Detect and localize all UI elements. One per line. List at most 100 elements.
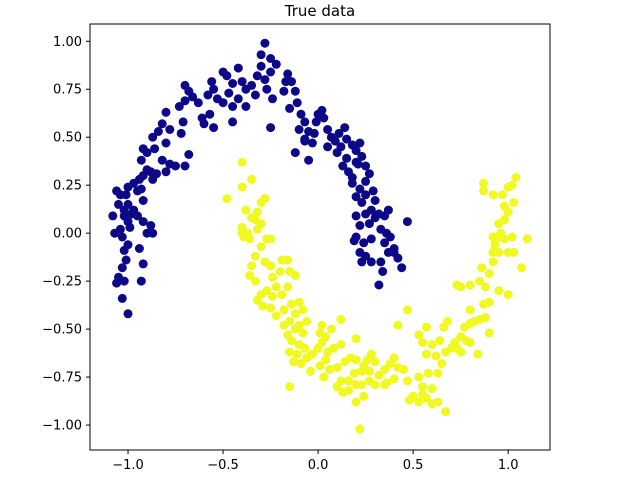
data-point-series1-188 (494, 232, 504, 242)
data-point-series1-180 (393, 320, 403, 330)
data-point-series0-69 (233, 94, 243, 104)
data-point-series1-189 (488, 247, 498, 257)
data-point-series1-22 (250, 276, 260, 286)
data-point-series1-61 (326, 324, 336, 334)
data-point-series0-133 (361, 190, 371, 200)
chart-title: True data (284, 2, 355, 20)
data-point-series1-55 (296, 359, 306, 369)
data-point-series0-77 (250, 90, 260, 100)
data-point-series1-100 (370, 380, 380, 390)
data-point-series1-21 (245, 270, 255, 280)
data-point-series0-144 (383, 205, 393, 215)
data-point-series1-24 (271, 282, 281, 292)
data-point-series0-102 (309, 128, 319, 138)
y-tick-label: 0.00 (53, 227, 82, 242)
data-point-series0-137 (361, 209, 371, 219)
x-tick-label: 0.5 (403, 458, 424, 473)
data-point-series1-102 (351, 397, 361, 407)
data-point-series1-149 (488, 257, 498, 267)
data-point-series0-72 (218, 67, 228, 77)
data-point-series0-129 (355, 184, 365, 194)
data-point-series1-111 (427, 384, 437, 394)
data-point-series0-114 (340, 123, 350, 133)
data-point-series0-88 (268, 94, 277, 104)
data-point-series1-2 (237, 157, 247, 167)
data-point-series1-98 (389, 374, 399, 384)
data-point-series0-80 (256, 61, 266, 71)
data-point-series0-122 (338, 161, 348, 171)
data-point-series1-36 (266, 303, 276, 313)
data-point-series0-156 (376, 257, 386, 267)
data-point-series1-5 (252, 207, 262, 217)
data-point-series0-48 (165, 125, 175, 134)
data-point-series1-166 (479, 178, 488, 188)
data-point-series1-68 (315, 361, 325, 371)
data-point-series0-46 (161, 138, 171, 148)
data-point-series1-171 (517, 263, 526, 273)
data-point-series0-73 (233, 63, 243, 73)
data-point-series0-25 (138, 259, 148, 269)
data-point-series0-140 (364, 219, 374, 229)
data-point-series1-169 (511, 173, 521, 182)
data-point-series1-57 (307, 349, 317, 359)
data-point-series1-23 (268, 272, 277, 282)
data-point-series1-183 (298, 305, 308, 315)
data-point-series0-152 (349, 236, 359, 246)
data-point-series0-53 (180, 96, 190, 106)
data-point-series1-4 (241, 205, 251, 215)
data-point-series1-108 (414, 397, 424, 407)
data-point-series0-98 (294, 125, 304, 134)
data-point-series1-16 (266, 234, 276, 244)
data-point-series0-29 (121, 190, 131, 200)
data-point-series0-159 (393, 253, 403, 263)
y-tick-label: −0.50 (42, 323, 82, 338)
data-point-series0-85 (271, 59, 281, 69)
data-point-series0-128 (361, 176, 371, 186)
data-point-series1-45 (290, 324, 300, 334)
data-point-series0-169 (266, 123, 276, 133)
data-point-series0-59 (199, 119, 209, 129)
data-point-series1-159 (499, 215, 509, 225)
data-point-series1-0 (222, 194, 232, 204)
data-point-series0-42 (142, 148, 152, 158)
data-point-series0-82 (256, 50, 266, 60)
data-point-series0-43 (150, 144, 160, 154)
data-point-series1-67 (321, 355, 331, 365)
data-point-series0-171 (184, 150, 194, 159)
data-point-series1-54 (288, 357, 298, 367)
x-tick-label: −1.0 (112, 458, 144, 473)
data-point-series1-44 (298, 328, 308, 338)
data-point-series1-28 (290, 270, 300, 280)
data-point-series0-70 (228, 79, 238, 88)
data-point-series0-150 (359, 238, 369, 248)
data-point-series1-143 (475, 276, 485, 286)
data-point-series1-146 (452, 280, 462, 290)
data-point-series0-96 (296, 109, 306, 119)
data-point-series1-119 (437, 359, 447, 369)
data-point-series1-164 (488, 190, 498, 200)
data-point-series1-176 (473, 349, 483, 359)
data-point-series0-51 (178, 117, 188, 127)
data-point-series0-68 (228, 102, 238, 111)
data-point-series0-121 (342, 153, 352, 163)
x-tick-label: 1.0 (498, 458, 519, 473)
x-tick-label: −0.5 (207, 458, 239, 473)
data-point-series0-163 (378, 267, 388, 276)
data-point-series1-38 (279, 305, 289, 315)
data-point-series1-184 (275, 267, 285, 276)
data-point-series1-19 (266, 261, 276, 271)
data-point-series1-88 (344, 386, 353, 395)
data-point-series1-113 (433, 397, 443, 407)
data-point-series0-176 (138, 196, 148, 205)
data-point-series1-90 (357, 380, 367, 390)
data-point-series0-89 (279, 86, 289, 96)
data-point-series1-175 (484, 328, 494, 338)
data-point-series0-113 (334, 128, 344, 138)
data-point-series0-149 (366, 234, 376, 244)
data-point-series1-185 (256, 242, 266, 252)
data-point-series1-17 (250, 251, 260, 261)
data-point-series0-110 (323, 142, 333, 152)
data-point-series0-109 (330, 136, 340, 146)
data-point-series0-134 (368, 186, 378, 196)
